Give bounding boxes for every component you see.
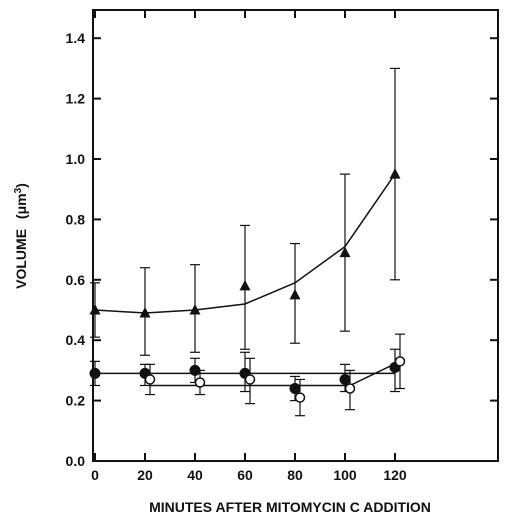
data-point-open-circle — [394, 356, 406, 367]
y-axis-label-unit: (μm — [13, 193, 29, 219]
data-point-triangle — [139, 307, 151, 318]
y-axis-label-unit-close: ) — [13, 183, 29, 188]
y-tick-label: 0.0 — [66, 453, 86, 469]
y-tick-label: 1.0 — [66, 151, 86, 167]
y-tick-label: 0.8 — [66, 211, 86, 227]
y-tick-label: 0.6 — [66, 272, 86, 288]
data-point-open-circle — [144, 374, 156, 385]
x-tick-label: 60 — [237, 467, 253, 483]
series-open-circle — [144, 333, 406, 417]
x-tick-label: 40 — [187, 467, 203, 483]
series-triangle — [89, 67, 401, 356]
y-axis-label-text: VOLUME — [13, 229, 29, 289]
data-point-open-circle — [344, 383, 356, 394]
y-tick-label: 0.4 — [66, 332, 86, 348]
data-point-filled-circle — [339, 373, 351, 385]
data-point-open-circle — [194, 377, 206, 388]
data-point-triangle — [89, 304, 101, 315]
data-point-triangle — [189, 304, 201, 315]
x-tick-label: 0 — [91, 467, 99, 483]
tick-labels: 0.0 0.2 0.4 0.6 0.8 1.0 1.2 1.4 0 20 40 60 80 100 120 — [66, 30, 407, 483]
tick-marks — [93, 10, 498, 462]
y-tick-label: 1.2 — [66, 91, 86, 107]
x-tick-label: 100 — [333, 467, 357, 483]
series-layer — [89, 67, 406, 417]
y-axis-label-unit-sup: 3 — [13, 187, 24, 193]
data-point-triangle — [289, 288, 301, 300]
data-point-filled-circle — [89, 367, 101, 379]
y-tick-label: 1.4 — [66, 30, 86, 46]
data-point-open-circle — [244, 374, 256, 385]
x-axis-label: MINUTES AFTER MITOMYCIN C ADDITION — [149, 499, 431, 515]
data-point-triangle — [339, 246, 351, 258]
x-tick-label: 120 — [383, 467, 407, 483]
data-point-filled-circle — [289, 383, 301, 395]
data-point-open-circle — [294, 392, 306, 403]
x-tick-label: 80 — [287, 467, 303, 483]
series-filled-circle — [89, 348, 401, 402]
data-point-triangle — [389, 168, 401, 179]
data-point-triangle — [239, 279, 251, 291]
x-tick-label: 20 — [137, 467, 153, 483]
y-tick-label: 0.2 — [66, 393, 86, 409]
y-axis-label: VOLUME (μm3) — [13, 183, 30, 289]
